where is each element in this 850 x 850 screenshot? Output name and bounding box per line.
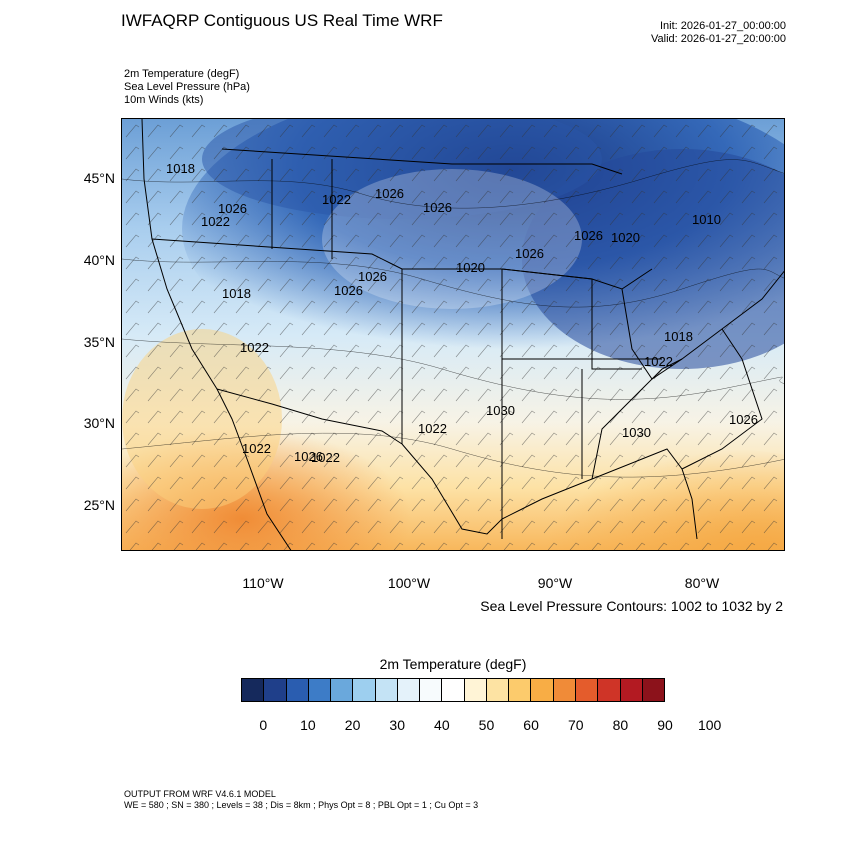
pressure-label: 1018 — [222, 286, 251, 301]
pressure-label: 1026 — [358, 269, 387, 284]
pressure-label: 1022 — [201, 214, 230, 229]
pressure-label: 1030 — [622, 425, 651, 440]
pressure-label: 1026 — [294, 449, 323, 464]
pressure-label: 1020 — [456, 260, 485, 275]
pressure-label: 1026 — [574, 228, 603, 243]
model-info: OUTPUT FROM WRF V4.6.1 MODEL — [124, 789, 276, 799]
pressure-label: 1026 — [423, 200, 452, 215]
colorbar-label: 90 — [657, 717, 673, 733]
lon-label-90w: 90°W — [537, 575, 573, 591]
pressure-label: 1026 — [729, 412, 758, 427]
lat-label-40: 40°N — [83, 252, 115, 268]
pressure-label: 1026 — [375, 186, 404, 201]
colorbar-box — [286, 679, 309, 701]
colorbar-label: 80 — [612, 717, 629, 733]
pressure-label: 1022 — [418, 421, 447, 436]
pressure-label: 1022 — [242, 441, 271, 456]
pressure-label: 1026 — [218, 201, 247, 216]
colorbar-box — [598, 679, 621, 701]
lon-label-80w: 80°W — [684, 575, 720, 591]
colorbar-box — [353, 679, 376, 701]
temperature-colorbar — [241, 678, 665, 702]
colorbar-label: 0 — [259, 717, 268, 733]
pressure-label: 1026 — [515, 246, 544, 261]
colorbar-box — [509, 679, 532, 701]
pressure-label: 1022 — [311, 450, 340, 465]
pressure-label: 1030 — [486, 403, 515, 418]
colorbar-label: 60 — [523, 717, 539, 733]
colorbar-label: 20 — [344, 717, 361, 733]
colorbar-title: 2m Temperature (degF) — [379, 656, 527, 672]
colorbar-box — [420, 679, 443, 701]
colorbar-box — [264, 679, 287, 701]
colorbar-label: 30 — [389, 717, 405, 733]
field-label-temperature: 2m Temperature (degF) — [124, 68, 240, 80]
pressure-label: 1022 — [240, 340, 269, 355]
colorbar-box — [308, 679, 332, 701]
colorbar-box — [375, 679, 398, 701]
lat-label-35: 35°N — [83, 334, 115, 350]
contour-info: Sea Level Pressure Contours: 1002 to 103… — [480, 598, 783, 614]
pressure-label: 1018 — [166, 161, 195, 176]
colorbar-box — [331, 679, 354, 701]
colorbar-label: 10 — [300, 717, 316, 733]
lon-label-100w: 100°W — [387, 575, 431, 591]
colorbar-box — [575, 679, 599, 701]
colorbar-box — [397, 679, 421, 701]
valid-time: Valid: 2026-01-27_20:00:00 — [651, 33, 786, 45]
plot-title: IWFAQRP Contiguous US Real Time WRF — [121, 11, 443, 30]
colorbar-box — [242, 679, 265, 701]
colorbar-box — [642, 679, 665, 701]
colorbar-label: 50 — [478, 717, 495, 733]
lon-label-110w: 110°W — [242, 575, 284, 591]
pressure-label: 1022 — [322, 192, 351, 207]
pressure-label: 1018 — [664, 329, 693, 344]
pressure-label: 1022 — [644, 354, 673, 369]
colorbar-box — [531, 679, 554, 701]
colorbar-box — [620, 679, 643, 701]
lat-label-30: 30°N — [83, 415, 115, 431]
pressure-label: 1026 — [334, 283, 363, 298]
field-label-pressure: Sea Level Pressure (hPa) — [124, 81, 250, 93]
weather-map: 1018 1026 1022 1022 1026 1020 1026 1018 1022 1026… — [121, 118, 785, 551]
pressure-label: 1020 — [611, 230, 640, 245]
pressure-label: 1010 — [692, 212, 721, 227]
colorbar-label: 100 — [697, 717, 722, 733]
model-config: WE = 580 ; SN = 380 ; Levels = 38 ; Dis … — [124, 800, 479, 810]
colorbar-box — [486, 679, 510, 701]
colorbar-box — [553, 679, 576, 701]
colorbar-label: 70 — [567, 717, 584, 733]
colorbar-box — [442, 679, 465, 701]
lat-label-25: 25°N — [83, 497, 115, 513]
field-label-winds: 10m Winds (kts) — [124, 94, 204, 106]
lat-label-45: 45°N — [83, 170, 115, 186]
init-time: Init: 2026-01-27_00:00:00 — [660, 20, 786, 32]
colorbar-label: 40 — [434, 717, 450, 733]
colorbar-box — [464, 679, 487, 701]
